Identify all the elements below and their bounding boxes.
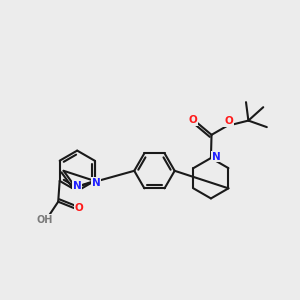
Text: OH: OH: [37, 215, 53, 225]
Text: O: O: [75, 203, 84, 213]
Text: O: O: [188, 115, 197, 125]
Text: N: N: [73, 181, 81, 191]
Text: O: O: [224, 116, 233, 126]
Text: N: N: [92, 178, 100, 188]
Text: N: N: [212, 152, 221, 161]
